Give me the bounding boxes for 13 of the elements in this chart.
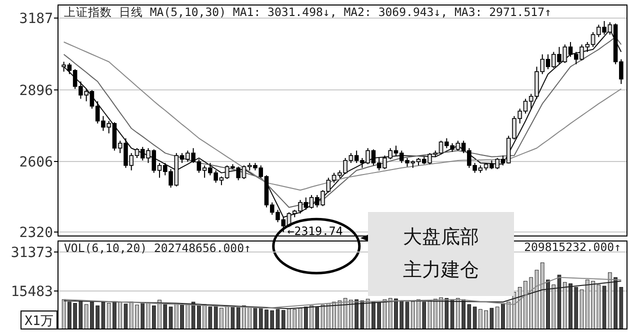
y-tick-label: 3187 (19, 11, 53, 28)
y-tick-label: 2320 (19, 225, 53, 242)
chart-title: 上证指数 日线 MA(5,10,30) MA1: 3031.498↓, MA2: 3069.943↓, MA3: 2971.517↑ (64, 5, 552, 19)
annotation: 209815232.000↑ (524, 240, 621, 254)
y-tick-label: 15483 (10, 284, 53, 300)
y-axis-title: X1万 (24, 314, 54, 329)
chart-title: VOL(6,10,20) 202748656.000↑ (64, 241, 251, 255)
annotation: ←2319.74 (287, 224, 343, 238)
annotation: 主力建仓 (403, 259, 479, 281)
y-tick-label: 2606 (19, 154, 53, 170)
y-tick-label: 31373 (10, 244, 53, 261)
y-tick-label: 2896 (19, 82, 53, 99)
annotation: 大盘底部 (403, 226, 479, 248)
